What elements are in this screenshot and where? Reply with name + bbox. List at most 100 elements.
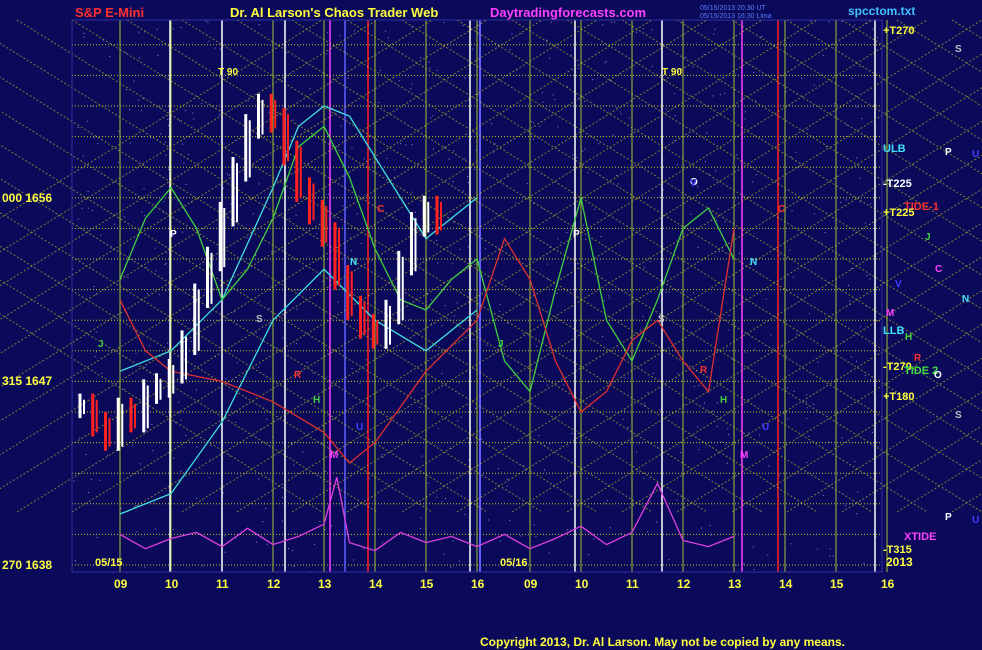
background-dot (869, 278, 871, 280)
background-dot (616, 107, 618, 109)
background-dot (536, 345, 537, 347)
background-dot (289, 218, 290, 220)
background-dot (160, 133, 162, 135)
planet-marker: P (945, 512, 952, 523)
background-dot (547, 278, 549, 280)
background-dot (778, 474, 780, 476)
background-dot (857, 491, 859, 493)
background-dot (443, 146, 445, 148)
background-dot (643, 477, 645, 479)
plot-marker: T 90 (662, 67, 682, 78)
background-dot (875, 536, 877, 538)
background-dot (859, 326, 861, 328)
plot-frame (71, 19, 883, 573)
background-dot (444, 305, 446, 307)
gann-diagonal (786, 19, 982, 141)
background-dot (295, 343, 297, 345)
background-dot (136, 531, 138, 533)
background-dot (302, 451, 304, 453)
background-dot (109, 56, 111, 58)
background-dot (806, 394, 808, 396)
background-dot (168, 486, 170, 488)
background-dot (602, 24, 604, 26)
background-dot (846, 124, 848, 126)
background-dot (863, 563, 865, 564)
background-dot (350, 186, 352, 187)
background-dot (624, 410, 626, 412)
background-dot (277, 74, 279, 76)
background-dot (352, 559, 354, 561)
background-dot (351, 147, 353, 149)
background-dot (848, 285, 849, 286)
background-dot (295, 533, 297, 535)
background-dot (557, 126, 559, 128)
background-dot (770, 334, 772, 336)
gann-diagonal (511, 222, 982, 513)
background-dot (196, 446, 198, 448)
background-dot (850, 502, 852, 504)
right-level-label: LLB (883, 325, 904, 337)
background-dot (149, 195, 151, 197)
gann-diagonal (401, 154, 982, 513)
background-dot (409, 319, 411, 321)
background-dot (602, 336, 603, 337)
background-dot (235, 421, 237, 423)
background-dot (706, 132, 708, 134)
background-dot (693, 292, 695, 294)
background-dot (791, 210, 793, 212)
background-dot (94, 356, 96, 358)
background-dot (813, 84, 815, 86)
background-dot (828, 441, 830, 443)
background-dot (533, 203, 535, 205)
background-dot (759, 434, 761, 436)
plot-marker: P (170, 229, 177, 240)
background-dot (165, 290, 167, 292)
background-dot (351, 408, 353, 410)
background-dot (196, 497, 198, 499)
x-tick-label: 13 (728, 577, 742, 591)
background-dot (281, 520, 283, 522)
plot-marker: J (498, 339, 504, 350)
background-dot (795, 151, 797, 153)
background-dot (97, 143, 99, 145)
background-dot (161, 185, 163, 187)
background-dot (816, 548, 818, 550)
background-dot (614, 21, 615, 23)
background-dot (698, 384, 700, 386)
background-dot (259, 301, 261, 303)
background-dot (361, 428, 363, 430)
background-dot (806, 418, 808, 419)
background-dot (541, 207, 543, 209)
background-dot (497, 468, 499, 470)
background-dot (604, 62, 606, 64)
background-dot (185, 435, 187, 436)
background-dot (337, 145, 339, 147)
background-dot (708, 210, 710, 212)
background-dot (378, 529, 379, 531)
background-dot (460, 416, 462, 418)
background-dot (185, 183, 187, 185)
background-dot (172, 28, 174, 30)
background-dot (813, 213, 815, 215)
background-dot (129, 109, 131, 111)
background-dot (570, 54, 572, 56)
background-dot (871, 431, 873, 433)
background-dot (246, 237, 248, 239)
background-dot (724, 221, 726, 223)
background-dot (316, 233, 318, 235)
background-dot (752, 546, 754, 548)
background-dot (499, 303, 501, 305)
background-dot (184, 110, 186, 112)
series-line-tide-2 (119, 228, 735, 464)
background-dot (312, 372, 314, 374)
background-dot (825, 146, 827, 148)
right-level-label: -T270 (883, 361, 912, 373)
background-dot (790, 543, 792, 545)
background-dot (515, 202, 517, 204)
background-dot (411, 144, 413, 146)
background-dot (859, 65, 861, 67)
background-dot (237, 362, 238, 364)
background-dot (587, 381, 589, 383)
background-dot (609, 297, 611, 299)
